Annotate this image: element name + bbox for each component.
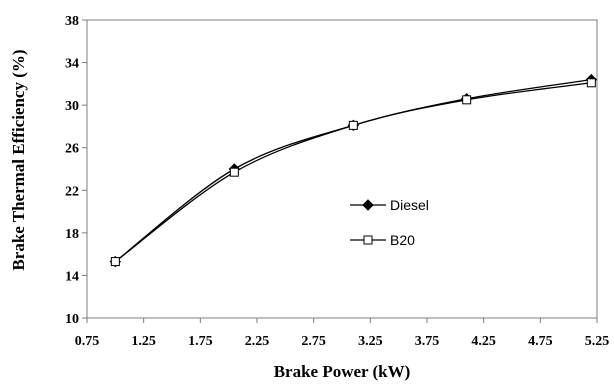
series-line-diesel [114,78,592,263]
x-axis: 0.75 1.25 1.75 2.25 2.75 3.25 3.75 4.25 4.75 5.25 [75,318,610,349]
legend-item-diesel: Diesel [350,197,429,213]
y-tick-label: 18 [65,227,79,242]
x-tick-label: 0.75 [75,334,100,349]
data-point-b20 [348,120,358,130]
series-line-b20 [114,82,592,263]
x-tick-label: 1.25 [131,334,156,349]
legend-item-b20: B20 [350,232,415,248]
y-tick-label: 38 [65,14,79,29]
legend-marker-diesel [362,199,374,211]
series-layer [109,73,598,268]
y-tick-label: 34 [65,57,79,72]
x-tick-label: 2.75 [301,334,326,349]
x-tick-label: 5.25 [585,334,610,349]
plot-border [86,19,598,319]
y-tick-label: 30 [65,99,79,114]
y-axis: 10 14 18 22 26 30 34 38 [65,14,87,327]
y-tick-label: 10 [65,312,79,327]
legend: Diesel B20 [350,197,429,248]
legend-marker-b20 [363,235,373,245]
x-tick-label: 3.25 [358,334,383,349]
y-tick-label: 14 [65,269,79,284]
y-tick-label: 26 [65,142,79,157]
series-diesel [109,73,598,268]
data-point-b20 [586,78,596,88]
x-tick-label: 4.25 [471,334,496,349]
x-axis-title: Brake Power (kW) [274,362,411,381]
data-point-b20 [229,167,239,177]
x-tick-label: 4.75 [528,334,553,349]
legend-label: Diesel [390,197,429,213]
x-tick-label: 2.25 [245,334,270,349]
x-tick-label: 3.75 [415,334,440,349]
plot-area [86,19,598,319]
y-axis-title: Brake Thermal Efficiency (%) [9,49,28,270]
y-tick-label: 22 [65,184,79,199]
data-point-b20 [110,257,120,267]
data-point-b20 [462,95,472,105]
series-b20 [110,78,596,267]
legend-label: B20 [390,232,415,248]
x-tick-label: 1.75 [188,334,213,349]
